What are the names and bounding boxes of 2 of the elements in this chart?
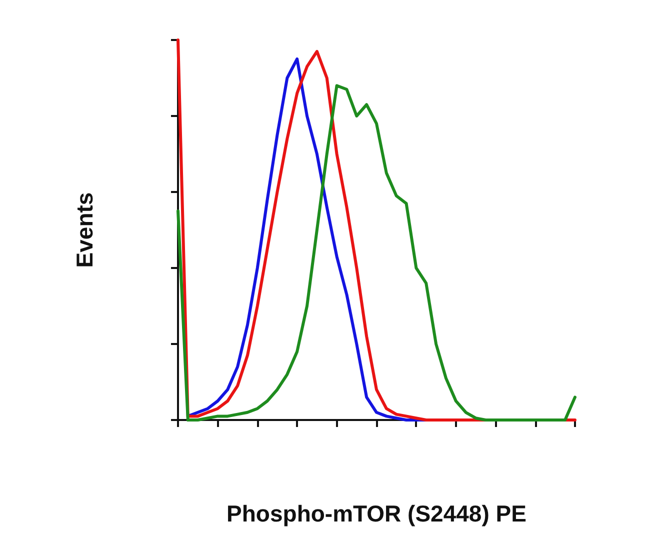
x-axis-title: Phospho-mTOR (S2448) PE (226, 500, 526, 526)
y-axis-title: Events (72, 192, 98, 268)
